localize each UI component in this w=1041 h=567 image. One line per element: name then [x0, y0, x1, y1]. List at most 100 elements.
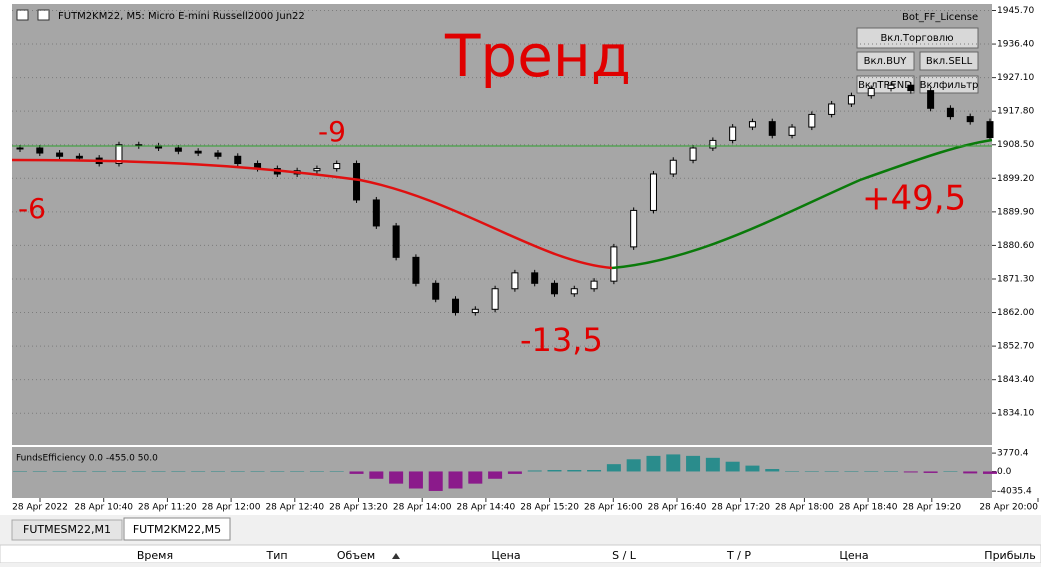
x-tick-label: 28 Apr 14:40 — [457, 503, 516, 513]
candle — [115, 144, 123, 165]
histogram-bar — [13, 471, 27, 472]
button[interactable] — [856, 27, 979, 49]
histogram-bar — [686, 455, 701, 472]
x-tick-label: 28 Apr 18:40 — [839, 503, 898, 513]
candle — [966, 116, 974, 123]
y-tick-label: 1889.90 — [997, 207, 1034, 217]
button[interactable] — [919, 75, 979, 94]
histogram-bar — [646, 455, 661, 472]
candle — [531, 272, 539, 284]
histogram-bar — [468, 471, 483, 484]
candle — [36, 147, 44, 154]
y-tick-label: 1945.70 — [997, 6, 1034, 16]
histogram-bar — [983, 471, 997, 474]
candle — [372, 199, 380, 227]
histogram-bar — [290, 471, 305, 472]
histogram-bar — [72, 471, 87, 472]
candle — [669, 159, 677, 175]
candle — [452, 298, 460, 314]
tab-label[interactable]: FUTM2KM22,M5 — [133, 523, 221, 536]
histogram-bar — [131, 471, 146, 472]
histogram-bar — [507, 471, 522, 474]
x-tick-label: 28 Apr 13:20 — [329, 503, 388, 513]
candle — [709, 139, 717, 149]
candle — [353, 163, 361, 201]
column-header[interactable]: Цена — [839, 549, 868, 562]
candle — [174, 147, 182, 152]
histogram-bar — [329, 471, 344, 472]
histogram-bar — [369, 471, 384, 479]
button-label[interactable]: Вкл.Торговлю — [880, 33, 953, 44]
annotation: -9 — [318, 115, 346, 148]
button-label[interactable]: Вкл.SELL — [926, 56, 973, 67]
column-header[interactable]: Время — [137, 549, 173, 562]
column-header[interactable]: Объем — [337, 549, 375, 562]
candle — [748, 121, 756, 128]
x-tick-label: 28 Apr 12:00 — [202, 503, 261, 513]
candle — [234, 155, 242, 165]
y-tick-label: 1917.80 — [997, 107, 1034, 117]
y-tick-label: 1880.60 — [997, 241, 1034, 251]
histogram-bar — [943, 471, 958, 472]
candle — [570, 288, 578, 295]
y-tick-label: 1834.10 — [997, 409, 1034, 419]
histogram-bar — [428, 471, 443, 491]
histogram-bar — [210, 471, 225, 472]
histogram-bar — [923, 471, 938, 473]
histogram-bar — [111, 471, 126, 472]
histogram-bar — [824, 471, 839, 472]
license-label: Bot_FF_License — [902, 12, 978, 23]
button[interactable] — [919, 51, 979, 71]
y-tick-label: 1871.30 — [997, 274, 1034, 284]
x-tick-label: 28 Apr 17:20 — [711, 503, 770, 513]
candle — [214, 152, 222, 157]
histogram-bar — [844, 471, 859, 472]
histogram-bar — [765, 469, 780, 472]
column-header[interactable]: Цена — [491, 549, 520, 562]
histogram-bar — [151, 471, 166, 472]
histogram-bar — [963, 471, 978, 474]
histogram-bar — [725, 461, 740, 472]
y-tick-label: 1927.10 — [997, 73, 1034, 83]
window-icon — [16, 9, 29, 21]
window-icon — [37, 9, 50, 21]
histogram-bar — [408, 471, 423, 489]
histogram-bar — [606, 464, 621, 472]
column-header[interactable]: S / L — [612, 549, 637, 562]
candle — [56, 152, 64, 157]
histogram-bar — [567, 470, 582, 472]
button-label[interactable]: Вкл.BUY — [864, 56, 908, 67]
candle — [590, 280, 598, 290]
histogram-bar — [92, 471, 107, 472]
moving-average-red — [11, 158, 613, 270]
candle — [630, 209, 638, 248]
candle — [946, 107, 954, 118]
y-tick-label: 0.0 — [997, 467, 1012, 477]
candle — [313, 168, 321, 172]
indicator-label: FundsEfficiency 0.0 -455.0 50.0 — [16, 454, 158, 464]
histogram-bar — [705, 457, 720, 472]
x-tick-label: 28 Apr 2022 — [12, 503, 68, 513]
column-header[interactable]: Прибыль — [984, 549, 1035, 562]
y-tick-label: 1843.40 — [997, 375, 1034, 385]
buttons: Вкл.Торговлю Вкл.BUY Вкл.SELL ВклTREND В… — [856, 27, 979, 94]
y-tick-label: 1862.00 — [997, 308, 1034, 318]
column-header[interactable]: Тип — [265, 549, 287, 562]
tab-active[interactable] — [123, 517, 231, 541]
candle — [471, 308, 479, 314]
button-label[interactable]: ВклTREND — [858, 80, 912, 91]
candle — [828, 103, 836, 115]
button[interactable] — [856, 51, 915, 71]
column-header[interactable]: T / P — [726, 549, 751, 562]
tab-label[interactable]: FUTMESM22,M1 — [23, 523, 111, 536]
x-tick-label: 28 Apr 16:40 — [648, 503, 707, 513]
button-label[interactable]: Вклфильтр — [920, 80, 979, 91]
x-tick-label: 28 Apr 15:20 — [520, 503, 579, 513]
candle — [432, 282, 440, 300]
plot: 1945.70 1936.40 1927.10 1917.80 1908.50 1899.… — [12, 6, 1039, 513]
histogram-bar — [250, 471, 265, 472]
tab[interactable] — [11, 519, 123, 541]
histogram-bar — [547, 470, 562, 472]
